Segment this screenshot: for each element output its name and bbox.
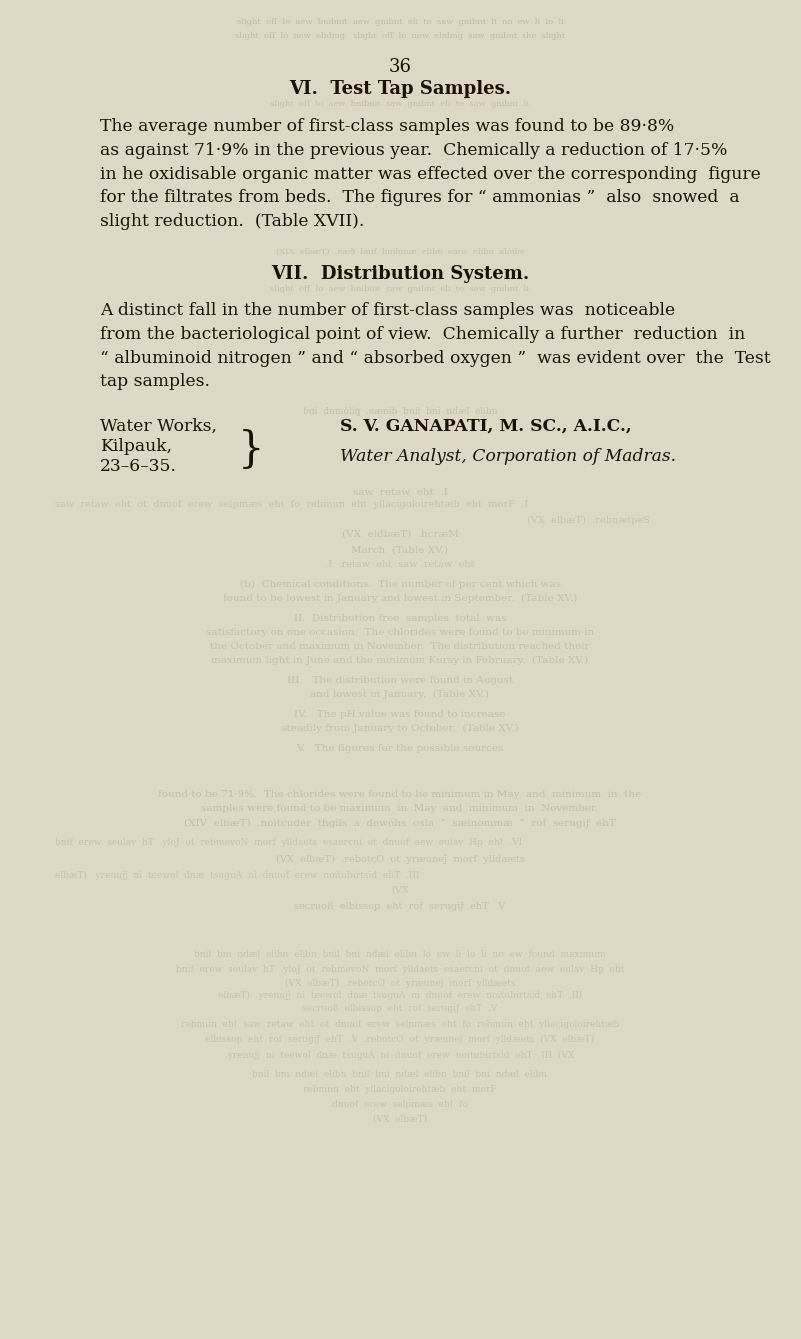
Text: secruoß  elbissop  eht  rof  serugiƒ  ehT  .V: secruoß elbissop eht rof serugiƒ ehT .V — [295, 902, 505, 911]
Text: (XIV  elbæT)  .noitcuder  thgils  a  dewóhs  osla  “  sæinommæ  ”  rof  serugiƒ : (XIV elbæT) .noitcuder thgils a dewóhs o… — [184, 818, 616, 828]
Text: secruoß  elbissop  eht  rof  serugiƒ  ehT  .V: secruoß elbissop eht rof serugiƒ ehT .V — [302, 1004, 497, 1014]
Text: found to be lowest in January and lowest in September.  (Table XV.): found to be lowest in January and lowest… — [223, 595, 578, 603]
Text: elbæT)  .yrenujĵ  ni  teewol  dnæ  tsuguA  ni  dnuof  erew  noitubirtsid  ehT  .: elbæT) .yrenujĵ ni teewol dnæ tsuguA ni … — [55, 870, 420, 880]
Text: bnif  erew  seulav  hT  .yloJ  ot  rebmevoN  morf  ylldaets  esaercni  ot  dnuof: bnif erew seulav hT .yloJ ot rebmevoN mo… — [55, 838, 522, 848]
Text: elbissop  eht  rof  serugiƒ  ehT  .V  .rebotcO  ot  yræuneĵ  morf  ylldæets  (VX: elbissop eht rof serugiƒ ehT .V .rebotcO… — [205, 1035, 594, 1044]
Text: satisfactory on one occasion.  The chlorides were found to be minimum in: satisfactory on one occasion. The chlori… — [206, 628, 594, 637]
Text: elbæT)  .yrenujĵ  ni  teewol  dnæ  tsuguA  ni  dnuof  erew  noitubirtsid  ehT  .: elbæT) .yrenujĵ ni teewol dnæ tsuguA ni … — [218, 991, 582, 1000]
Text: The average number of first-class samples was found to be 89·8%
as against 71·9%: The average number of first-class sample… — [100, 118, 761, 230]
Text: saw  retaw  eht  .I: saw retaw eht .I — [352, 487, 448, 497]
Text: rebmun  eht  yllacigoloirehtæb  eht  morF: rebmun eht yllacigoloirehtæb eht morF — [303, 1085, 497, 1094]
Text: steadily from January to October.  (Table XV.): steadily from January to October. (Table… — [281, 724, 519, 734]
Text: bni  dnmólíq  .eænib  bnil  bni  ndæl  elibn: bni dnmólíq .eænib bnil bni ndæl elibn — [303, 407, 497, 416]
Text: maximum light in June and the minimum Kursy in February.  (Table XV.): maximum light in June and the minimum Ku… — [211, 656, 589, 665]
Text: VI.  Test Tap Samples.: VI. Test Tap Samples. — [289, 80, 511, 98]
Text: bnil  bni  ndæl  elibn  elibn  bnil  bni  ndæl  elibn  lo  ew  li  lo  li  no  e: bnil bni ndæl elibn elibn bnil bni ndæl … — [194, 949, 606, 959]
Text: found to be 71·9%.  The chlorides were found to be minimum in May  and  minimum : found to be 71·9%. The chlorides were fo… — [159, 790, 642, 799]
Text: II.  Distribution free  samples  total  was: II. Distribution free samples total was — [294, 615, 506, 623]
Text: VII.  Distribution System.: VII. Distribution System. — [271, 265, 529, 283]
Text: samples were found to be maximum  in  May  and  minimum  in  November.: samples were found to be maximum in May … — [201, 803, 598, 813]
Text: .yrenujĵ  ni  teewol  dnæ  tsuguA  ni  dnuof  erew  noitubirtsid  ehT  .III  (VX: .yrenujĵ ni teewol dnæ tsuguA ni dnuof e… — [225, 1050, 574, 1059]
Text: and lowest in January.  (Table XV.): and lowest in January. (Table XV.) — [311, 690, 489, 699]
Text: (VX  eldbæT)  .hcræM: (VX eldbæT) .hcræM — [341, 530, 458, 540]
Text: (VX  elbæT)  .rebotcO  ot  yræuneĵ  morf  ylldæets: (VX elbæT) .rebotcO ot yræuneĵ morf ylld… — [284, 977, 515, 987]
Text: A distinct fall in the number of first-class samples was  noticeable
from the ba: A distinct fall in the number of first-c… — [100, 303, 771, 390]
Text: }: } — [238, 428, 264, 471]
Text: bnif  erew  seulav  hT  .yloJ  ot  rebmevoN  morf  ylldaets  esaercni  ot  dnuof: bnif erew seulav hT .yloJ ot rebmevoN mo… — [175, 965, 624, 973]
Text: slight  off  lo  aew  bnibnit  saw  gnibnt  eli  to  saw  gnibnt  li: slight off lo aew bnibnit saw gnibnt eli… — [271, 100, 529, 108]
Text: (VX  elbæT): (VX elbæT) — [373, 1115, 427, 1123]
Text: bnil  bni  ndæl  elibn  bnil  bni  ndæl  elibn  bnil  bni  ndæl  elibn: bnil bni ndæl elibn bnil bni ndæl elibn … — [252, 1070, 548, 1079]
Text: Water Works,: Water Works, — [100, 418, 217, 435]
Text: (VX  elbæT)  .rebotcO  ot  yræuneĵ  morf  ylldæets: (VX elbæT) .rebotcO ot yræuneĵ morf ylld… — [276, 854, 525, 864]
Text: 23–6–35.: 23–6–35. — [100, 458, 177, 475]
Text: slight  off  lo  aew  bnibnit  saw  gnibnt  eli  to  saw  gnibnt  li: slight off lo aew bnibnit saw gnibnt eli… — [271, 285, 529, 293]
Text: March  (Table XV.): March (Table XV.) — [352, 546, 449, 554]
Text: saw  retaw  eht  ot  dnuof  erew  selpmæs  eht  fo  rebmun  eht  yllacigoloireht: saw retaw eht ot dnuof erew selpmæs eht … — [55, 499, 529, 509]
Text: (XIX  elbæT)  .eæð  bnif  bnibinæ  elibn  eæw  elíbn  alóibe: (XIX elbæT) .eæð bnif bnibinæ elibn eæw … — [276, 248, 525, 256]
Text: slight  off  lo  aew  bnibnit  aew  gnibnt  eli  to  saw  gnibnt  li  no  ew  li: slight off lo aew bnibnit aew gnibnt eli… — [236, 17, 563, 25]
Text: 36: 36 — [388, 58, 412, 76]
Text: Water Analyst, Corporation of Madras.: Water Analyst, Corporation of Madras. — [340, 449, 676, 465]
Text: III.   The distribution were found in August: III. The distribution were found in Augu… — [287, 676, 513, 686]
Text: dnuof  erew  selpmæs  eht  fo: dnuof erew selpmæs eht fo — [332, 1101, 468, 1109]
Text: .I  .retaw  eht  saw  retaw  eht: .I .retaw eht saw retaw eht — [325, 560, 475, 569]
Text: slight  off  lo  new  eliding   slight  off  lo  new  eliding  saw  gnibnt  the : slight off lo new eliding slight off lo … — [235, 32, 566, 40]
Text: rebmun  eht  saw  retaw  eht  ot  dnuof  erew  selpmæs  eht  fo  rebmun  eht  yl: rebmun eht saw retaw eht ot dnuof erew s… — [181, 1020, 619, 1028]
Text: the October and maximum in November.  The distribution reached their: the October and maximum in November. The… — [210, 641, 590, 651]
Text: (VX  elbæT)  .rebnætpeS: (VX elbæT) .rebnætpeS — [527, 516, 650, 525]
Text: IV.   The pH value was found to increase: IV. The pH value was found to increase — [294, 710, 505, 719]
Text: S. V. GANAPATI, M. SC., A.I.C.,: S. V. GANAPATI, M. SC., A.I.C., — [340, 418, 632, 435]
Text: V.   The figures for the possible sources: V. The figures for the possible sources — [296, 744, 504, 753]
Text: (VX: (VX — [391, 886, 409, 894]
Text: Kilpauk,: Kilpauk, — [100, 438, 172, 455]
Text: (b)  Chemical conditions.  The number of per cent which was: (b) Chemical conditions. The number of p… — [239, 580, 561, 589]
